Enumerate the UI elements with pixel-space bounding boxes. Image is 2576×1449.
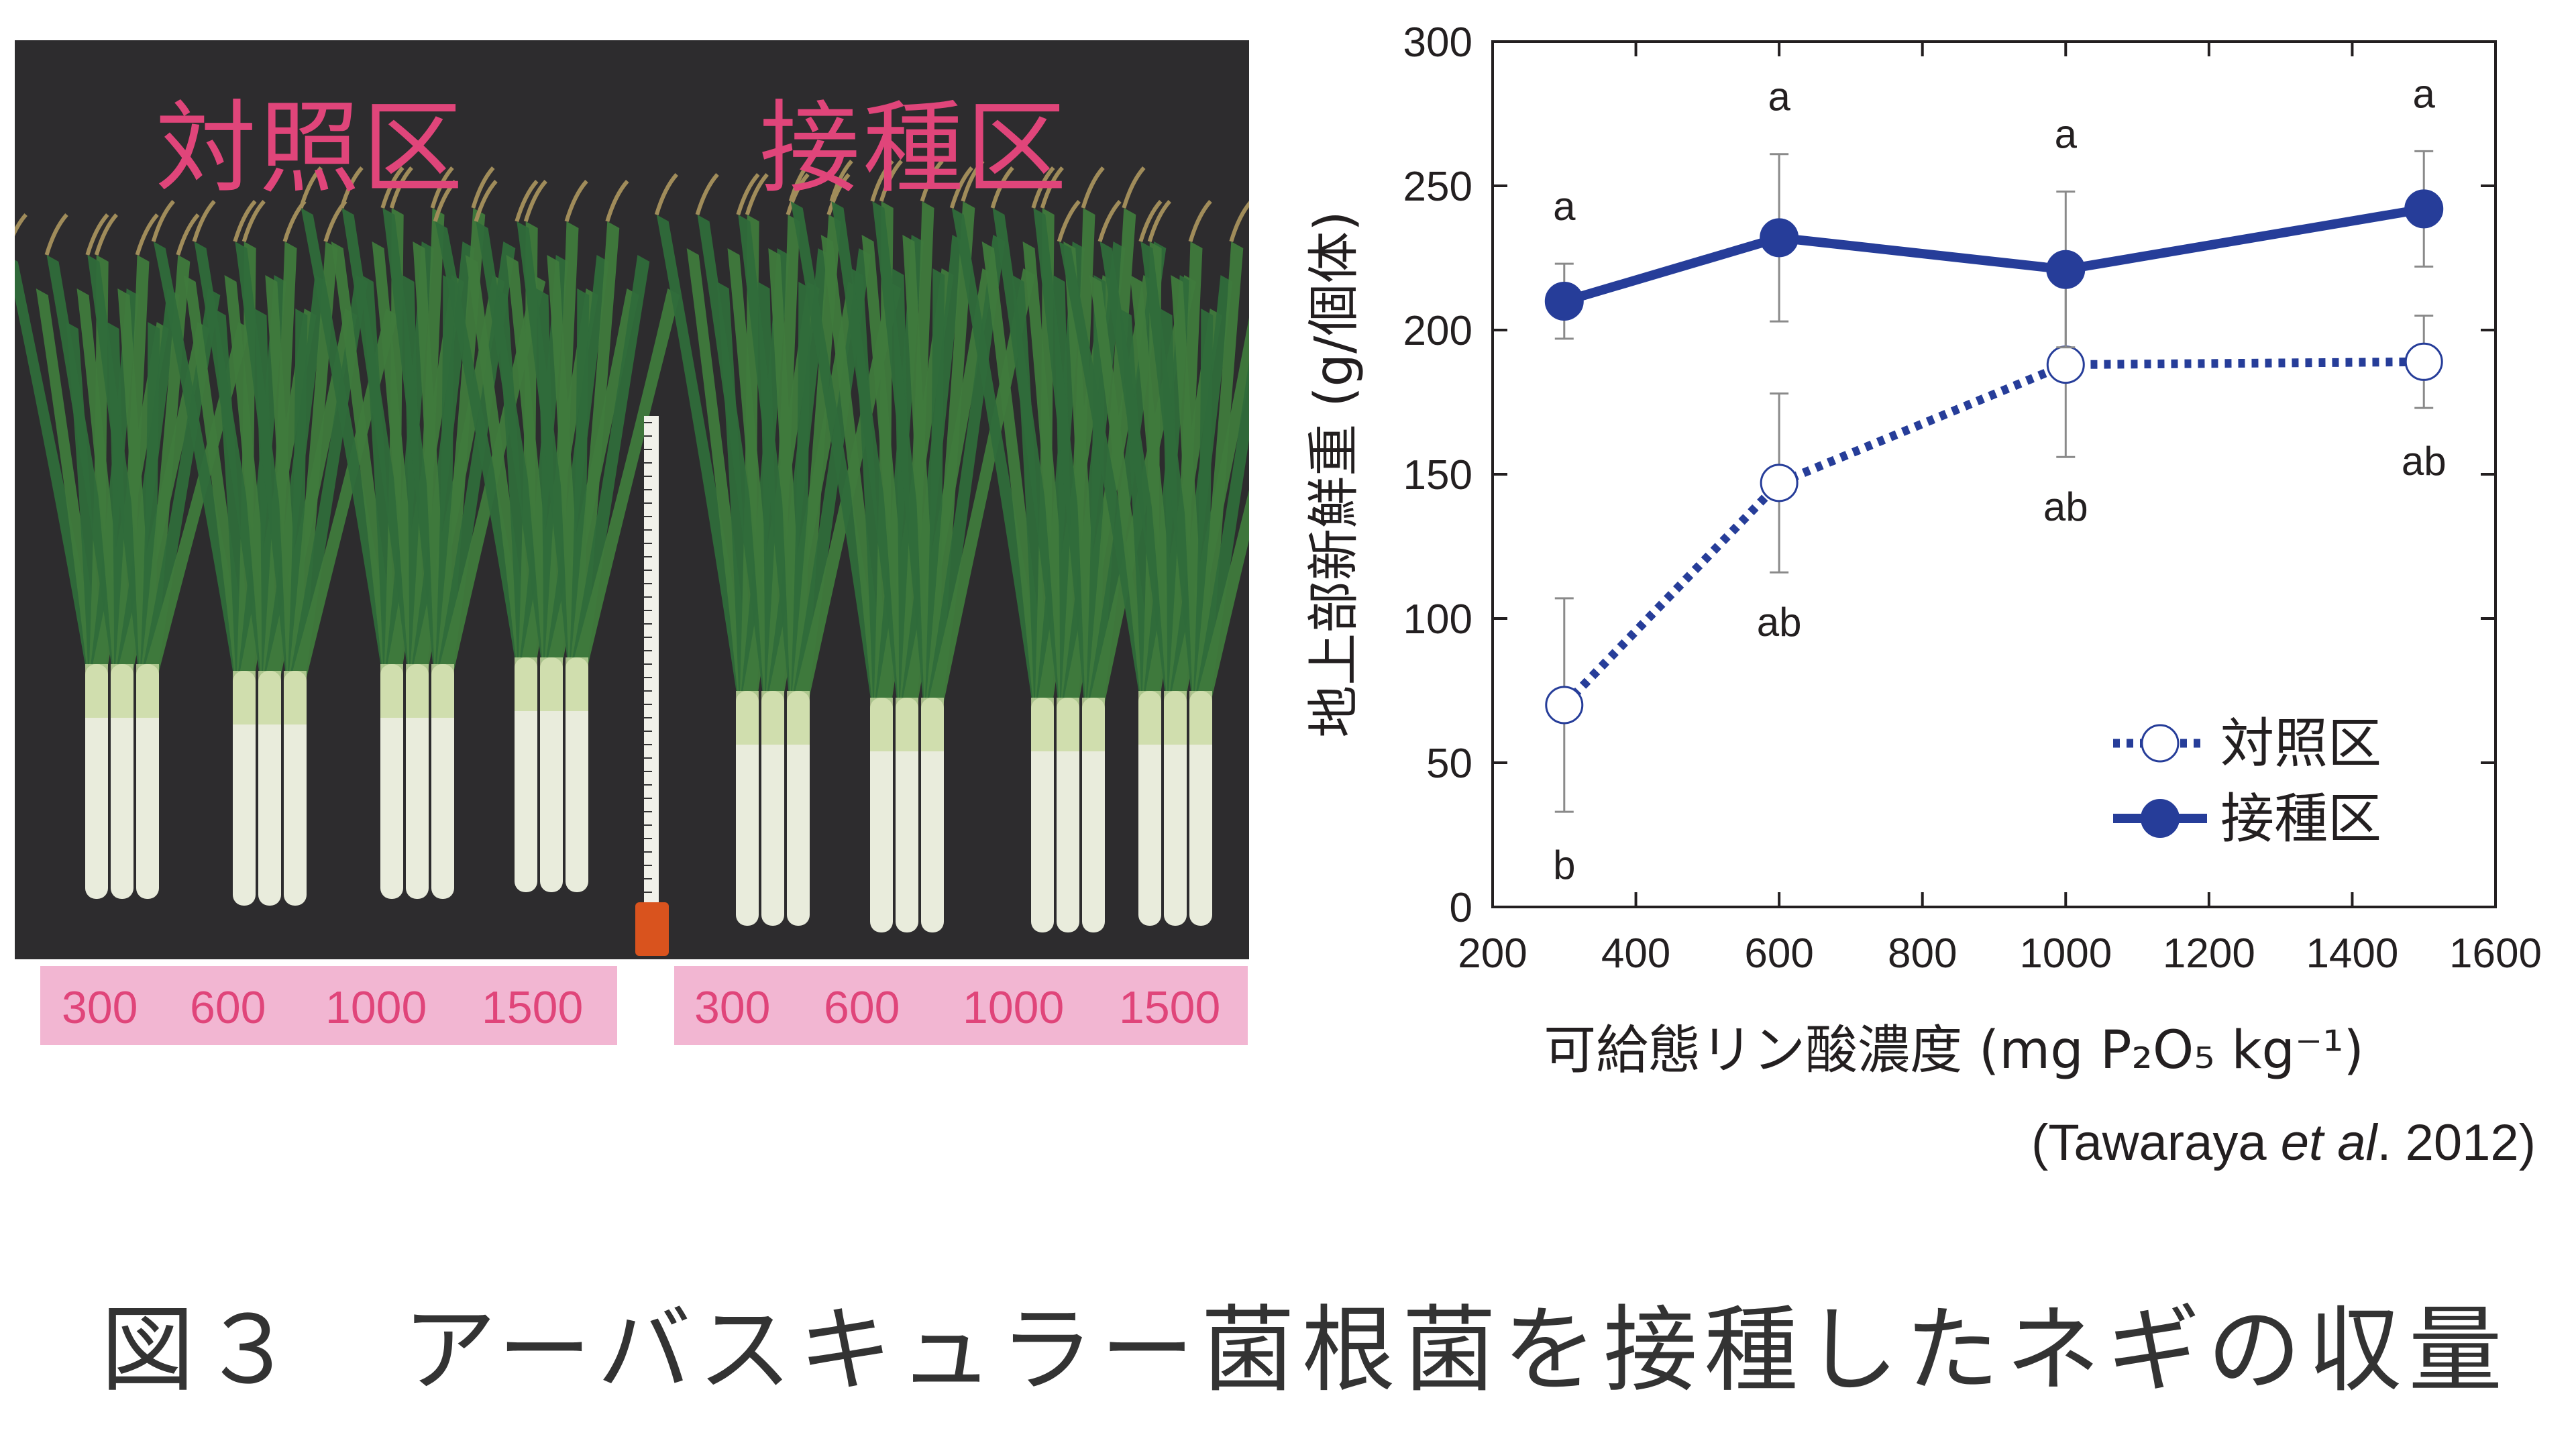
leek-photo-drawing xyxy=(15,159,1249,956)
y-axis-title: 地上部新鮮重 (g/個体) xyxy=(1304,211,1364,737)
y-tick-label: 0 xyxy=(1450,885,1472,931)
inoculated-conc-300: 300 xyxy=(694,982,771,1033)
figure-caption: 図３ アーバスキュラー菌根菌を接種したネギの収量 xyxy=(101,1296,2510,1405)
leek-bunch xyxy=(299,166,546,899)
data-point xyxy=(2046,345,2085,384)
x-axis-title: 可給態リン酸濃度 (mg P₂O₅ kg⁻¹) xyxy=(1544,1020,2364,1081)
significance-letter: a xyxy=(2413,71,2436,116)
series-inoculated: a a a a xyxy=(1544,71,2444,349)
data-point xyxy=(2404,189,2444,229)
x-tick-label: 800 xyxy=(1888,930,1957,977)
significance-letter: ab xyxy=(2043,484,2088,529)
plot-frame xyxy=(1491,40,2497,908)
series-line xyxy=(1561,357,2424,708)
x-tick-label: 1200 xyxy=(2163,930,2255,977)
legend-item: 接種区 xyxy=(2113,788,2381,850)
inoculated-conc-1500: 1500 xyxy=(1119,982,1221,1033)
significance-letter: ab xyxy=(1757,600,1802,645)
data-point xyxy=(2404,342,2443,381)
inoculated-conc-600: 600 xyxy=(824,982,900,1033)
legend-label: 対照区 xyxy=(2220,712,2381,775)
y-tick-label: 150 xyxy=(1403,452,1472,498)
leek-photo: 対照区 接種区 xyxy=(15,40,1249,959)
citation-etal: et al xyxy=(2280,1114,2377,1171)
y-tick-label: 100 xyxy=(1403,596,1472,643)
x-tick-label: 1400 xyxy=(2306,930,2398,977)
yield-chart: 0 50 100 150 200 250 300 200 400 600 800 1000 1200 14… xyxy=(1304,19,2542,1081)
leek-bunch xyxy=(433,179,680,892)
control-conc-600: 600 xyxy=(190,982,266,1033)
legend-item: 対照区 xyxy=(2113,712,2381,775)
inoculated-concentration-strip xyxy=(674,966,1248,1045)
significance-letter: a xyxy=(2055,112,2078,157)
leek-bunch xyxy=(15,213,251,899)
leek-bunch xyxy=(151,199,398,906)
measuring-tape xyxy=(635,416,669,956)
significance-letter: a xyxy=(1768,74,1790,119)
significance-letter: a xyxy=(1553,184,1576,229)
inoculated-conc-1000: 1000 xyxy=(963,982,1065,1033)
significance-letter: b xyxy=(1553,843,1575,888)
citation: (Tawaraya et al. 2012) xyxy=(1878,1114,2536,1172)
data-point xyxy=(1760,218,1799,258)
data-point xyxy=(1544,282,1584,321)
leek-bunch xyxy=(1057,199,1249,926)
control-concentration-strip xyxy=(40,966,617,1045)
x-tick-label: 200 xyxy=(1458,930,1527,977)
y-tick-label: 50 xyxy=(1426,741,1472,787)
control-conc-1000: 1000 xyxy=(325,982,427,1033)
legend-label: 接種区 xyxy=(2220,788,2381,850)
y-tick-label: 250 xyxy=(1403,164,1472,210)
data-point xyxy=(1760,464,1799,502)
x-tick-label: 1000 xyxy=(2019,930,2112,977)
y-tick-label: 300 xyxy=(1403,19,1472,66)
x-tick-label: 1600 xyxy=(2449,930,2542,977)
inoculated-group-label: 接種区 xyxy=(759,91,1070,207)
citation-close: . 2012) xyxy=(2377,1114,2536,1171)
data-point xyxy=(2046,250,2086,289)
series-control: b ab ab ab xyxy=(1545,271,2447,888)
control-conc-300: 300 xyxy=(62,982,138,1033)
data-point xyxy=(1545,686,1584,724)
leek-bunch xyxy=(654,172,902,926)
series-line xyxy=(1562,204,2425,306)
citation-open: (Tawaraya xyxy=(2031,1114,2281,1171)
axis-ticks: 0 50 100 150 200 250 300 200 400 600 800 1000 1200 14… xyxy=(1403,19,2542,977)
control-conc-1500: 1500 xyxy=(482,982,584,1033)
y-tick-label: 200 xyxy=(1403,308,1472,354)
control-group-label: 対照区 xyxy=(156,91,466,207)
x-tick-label: 400 xyxy=(1601,930,1670,977)
significance-letter: ab xyxy=(2402,439,2447,484)
series-layer: b ab ab ab a a a a xyxy=(1544,71,2447,888)
x-tick-label: 600 xyxy=(1744,930,1813,977)
